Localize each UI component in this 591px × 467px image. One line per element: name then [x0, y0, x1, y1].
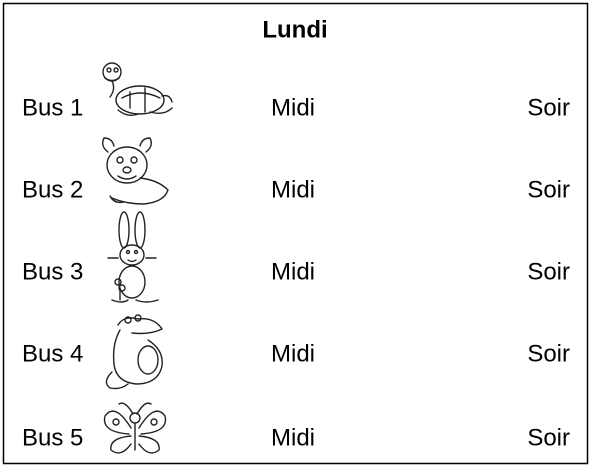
bus-label: Bus 3 — [22, 258, 83, 285]
soir-label: Soir — [527, 424, 570, 451]
crocodile-icon — [105, 314, 163, 390]
bus-label: Bus 2 — [22, 176, 83, 203]
dog-icon — [101, 137, 169, 205]
bus-label: Bus 5 — [22, 424, 83, 451]
rabbit-icon — [107, 211, 159, 303]
midi-label: Midi — [271, 424, 315, 451]
midi-label: Midi — [271, 176, 315, 203]
midi-label: Midi — [271, 258, 315, 285]
soir-label: Soir — [527, 176, 570, 203]
turtle-icon — [102, 62, 173, 117]
soir-label: Soir — [527, 258, 570, 285]
soir-label: Soir — [527, 94, 570, 121]
butterfly-icon — [103, 402, 167, 454]
soir-label: Soir — [527, 340, 570, 367]
bus-label: Bus 4 — [22, 340, 83, 367]
midi-label: Midi — [271, 340, 315, 367]
bus-label: Bus 1 — [22, 94, 83, 121]
midi-label: Midi — [271, 94, 315, 121]
title: Lundi — [262, 16, 327, 43]
